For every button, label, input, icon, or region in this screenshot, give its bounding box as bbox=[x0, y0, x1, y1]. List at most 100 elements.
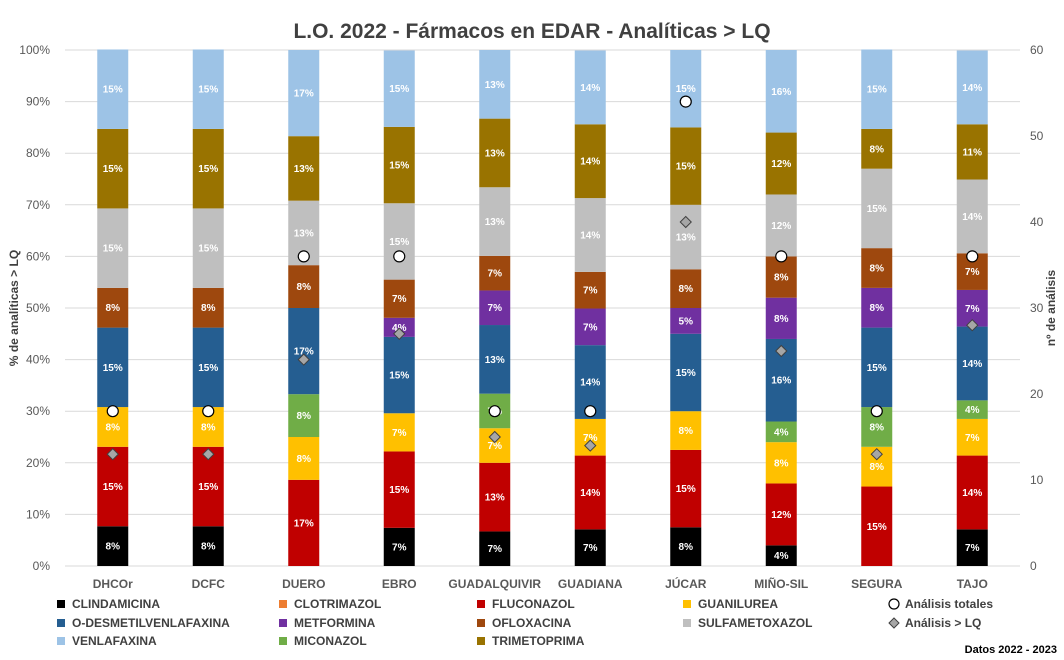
data-label: 8% bbox=[106, 542, 121, 553]
legend-label: Análisis > LQ bbox=[905, 616, 981, 630]
data-label: 8% bbox=[679, 426, 694, 437]
legend-label: METFORMINA bbox=[294, 616, 376, 630]
legend-item-venlafaxina: VENLAFAXINA bbox=[57, 634, 157, 648]
bar-segment-sulfametoxazol bbox=[765, 194, 797, 257]
bar-segment-guanilurea bbox=[383, 413, 415, 452]
legend-label: O-DESMETILVENLAFAXINA bbox=[72, 616, 230, 630]
x-tick-label: JÚCAR bbox=[665, 576, 707, 591]
x-tick-label: MIÑO-SIL bbox=[754, 576, 808, 591]
y2-tick-label: 20 bbox=[1030, 387, 1044, 401]
bar-stack-ebro: 7%15%7%15%4%7%15%15%15% bbox=[383, 50, 415, 566]
data-label: 13% bbox=[485, 217, 505, 228]
bar-segment-miconazol bbox=[765, 421, 797, 443]
bar-segment-fluconazol bbox=[670, 449, 702, 528]
marker-analisis-totales bbox=[488, 405, 501, 418]
bar-segment-sulfametoxazol bbox=[97, 208, 129, 288]
bar-segment-miconazol bbox=[956, 400, 988, 419]
data-label: 15% bbox=[389, 161, 409, 172]
legend-label: SULFAMETOXAZOL bbox=[698, 616, 812, 630]
bar-segment-sulfametoxazol bbox=[383, 203, 415, 280]
bar-stack-tajo: 7% 14% 7% 4% 14% 7% 7% 14% 11% 14% bbox=[956, 50, 988, 566]
bar-segment-trimetoprima bbox=[670, 127, 702, 205]
marker-analisis-totales bbox=[966, 250, 979, 263]
y-tick-label: 20% bbox=[26, 456, 50, 470]
legend-item-trimetoprima: TRIMETOPRIMA bbox=[477, 634, 585, 648]
legend-item-miconazol: MICONAZOL bbox=[279, 634, 367, 648]
data-label: 7% bbox=[583, 433, 598, 444]
bar-segment-clindamicina bbox=[574, 529, 606, 566]
marker-analisis-totales bbox=[870, 405, 883, 418]
data-label: 17% bbox=[294, 89, 314, 100]
bar-segment-trimetoprima bbox=[574, 124, 606, 199]
legend-swatch bbox=[477, 619, 485, 627]
data-label: 15% bbox=[867, 85, 887, 96]
data-label: 8% bbox=[297, 411, 312, 422]
bar-segment-clindamicina bbox=[670, 527, 702, 566]
data-label: 8% bbox=[870, 422, 885, 433]
bar-segment-sulfametoxazol bbox=[192, 208, 224, 288]
data-label: 8% bbox=[774, 314, 789, 325]
bar-segment-venlafaxina bbox=[765, 50, 797, 133]
data-label: 8% bbox=[201, 422, 216, 433]
bar-stack-duero: 17% 8% 8% 17% 8% 13% 13% 17% bbox=[288, 50, 320, 566]
bar-segment-ofloxacina bbox=[383, 279, 415, 318]
data-label: 13% bbox=[294, 164, 314, 175]
bar-segment-ofloxacina bbox=[574, 271, 606, 309]
legend-item-clotrimazol: CLOTRIMAZOL bbox=[279, 597, 381, 611]
data-label: 7% bbox=[965, 304, 980, 315]
bar-segment-guanilurea bbox=[956, 418, 988, 456]
bars: 8%15%8%15%8%15%15%15%8%15%8%15%8%15%15%1… bbox=[97, 49, 988, 566]
legend-swatch bbox=[888, 598, 900, 610]
data-label: 15% bbox=[676, 84, 696, 95]
data-label: 8% bbox=[679, 284, 694, 295]
data-label: 15% bbox=[867, 204, 887, 215]
data-label: 14% bbox=[580, 488, 600, 499]
data-label: 12% bbox=[771, 159, 791, 170]
data-label: 13% bbox=[294, 228, 314, 239]
data-label: 5% bbox=[679, 316, 694, 327]
data-label: 7% bbox=[392, 542, 407, 553]
bar-segment-trimetoprima bbox=[861, 128, 893, 169]
data-label: 15% bbox=[198, 164, 218, 175]
gridlines bbox=[65, 49, 1020, 567]
legend-item-fluconazol: FLUCONAZOL bbox=[477, 597, 575, 611]
data-label: 8% bbox=[201, 303, 216, 314]
bar-segment-clindamicina bbox=[97, 526, 129, 566]
data-label: 8% bbox=[870, 264, 885, 275]
marker-analisis-totales bbox=[106, 405, 119, 418]
legend-label: TRIMETOPRIMA bbox=[492, 634, 585, 648]
bar-segment-venlafaxina bbox=[288, 50, 320, 137]
data-label: 15% bbox=[676, 484, 696, 495]
bar-segment-trimetoprima bbox=[97, 128, 129, 209]
data-label: 17% bbox=[294, 347, 314, 358]
y-tick-label: 10% bbox=[26, 507, 50, 521]
y2-tick-label: 10 bbox=[1030, 473, 1044, 487]
marker-analisis-lq bbox=[393, 327, 406, 341]
data-label: 14% bbox=[580, 157, 600, 168]
data-label: 8% bbox=[870, 462, 885, 473]
y-tick-label: 40% bbox=[26, 353, 50, 367]
x-tick-label: DUERO bbox=[282, 577, 325, 591]
bar-segment-trimetoprima bbox=[956, 124, 988, 180]
data-label: 14% bbox=[962, 83, 982, 94]
category-labels: DHCOr DCFC DUERO EBRO GUADALQUIVIR GUADIANA JÚ… bbox=[93, 576, 988, 591]
data-label: 14% bbox=[962, 212, 982, 223]
data-label: 8% bbox=[297, 282, 312, 293]
bar-segment-clindamicina bbox=[383, 527, 415, 566]
data-label: 15% bbox=[676, 162, 696, 173]
bar-segment-fluconazol bbox=[288, 479, 320, 566]
bar-segment-venlafaxina bbox=[574, 50, 606, 125]
marker-analisis-totales bbox=[297, 250, 310, 263]
marker-analisis-lq bbox=[870, 447, 883, 461]
markers bbox=[106, 95, 979, 461]
bar-stack-segura: 15% 8% 8% 15% 8% 8% 15% 8% 15% bbox=[861, 49, 893, 566]
data-label: 15% bbox=[389, 371, 409, 382]
bar-segment-o-desmetilvenlafaxina bbox=[670, 333, 702, 412]
data-label: 14% bbox=[962, 359, 982, 370]
y-tick-label: 50% bbox=[26, 301, 50, 315]
bar-segment-trimetoprima bbox=[383, 126, 415, 204]
bar-segment-clindamicina bbox=[956, 529, 988, 566]
marker-analisis-lq bbox=[679, 215, 692, 229]
bar-segment-trimetoprima bbox=[765, 132, 797, 195]
legend-label: VENLAFAXINA bbox=[72, 634, 157, 648]
